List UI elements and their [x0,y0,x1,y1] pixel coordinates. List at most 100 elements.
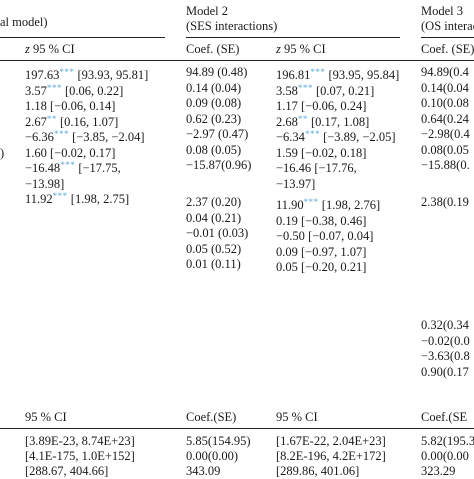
m1-row: 2.67** [0.16, 1.07] [25,112,118,130]
ci-value: [−0.02, 0.18] [301,145,367,160]
ci-value: [−0.06, 0.14] [50,99,116,113]
m3-coef-cell: 0.64(0.24 [421,111,469,126]
z-value: 11.90 [276,198,304,212]
ci-value: [1.98, 2.76] [321,198,381,212]
z-value: −6.34 [276,130,305,144]
m2-coef-cell: −15.87(0.96) [186,158,252,172]
significance-stars: *** [297,82,313,93]
z-value: 197.63 [25,68,60,82]
bottom-m2-ci-1: [1.67E-22, 2.04E+23] [276,434,386,448]
model2-title: Model 2 [186,4,229,18]
m2-z-row: −6.34*** [−3.89, −2.05] [276,127,396,145]
m3-coef-cell: 0.10(0.08 [421,96,469,110]
ci-value: [−0.02, 0.17] [50,145,116,160]
bottom-coef-label-m3: Coef.(SE [421,410,468,424]
ci-value: [−3.89, −2.05] [323,130,396,144]
model2-subtitle: (SES interactions) [186,19,278,33]
ci-value: [−0.97, 1.07] [301,244,367,259]
model3-subtitle: (OS interac [421,19,474,33]
significance-stars: *** [310,67,326,77]
m2-z-row: −0.50 [−0.07, 0.04] [276,226,373,244]
ci-value: [−0.38, 0.46] [301,213,367,228]
significance-stars: ** [46,113,57,124]
ci-value: −13.97] [276,176,316,191]
z-value: 196.81 [276,68,311,82]
m1-row: 3.57*** [0.06, 0.22] [25,81,123,99]
z-value: 2.67 [25,114,47,129]
m2-z-row: 1.17 [−0.06, 0.24] [276,96,366,114]
col-header-coef-m2: Coef. (SE) [186,42,240,56]
header-rule-model2 [186,37,400,38]
m3-coef-cell: −2.98(0.4 [421,127,470,141]
z-value: 11.92 [25,192,53,206]
bottom-m2-coef-2: 0.00(0.00) [186,449,239,463]
m3-coef-cell: −15.88(0. [421,158,470,172]
m2-z-row: 11.90*** [1.98, 2.76] [276,195,380,213]
m3-coef-cell: 2.38(0.19 [421,195,469,209]
m3-coef-cell: 0.90(0.17 [421,364,469,379]
ci-value: [0.06, 0.22] [65,83,124,98]
bottom-m1-ci-1: [3.89E-23, 8.74E+23] [25,434,135,448]
ci-value: [−0.07, 0.04] [308,229,374,243]
m2-z-row: 0.05 [−0.20, 0.21] [276,257,366,275]
m2-z-row: −13.97] [276,174,315,192]
z-value: 2.68 [276,114,298,129]
bottom-m2-ci-2: [8.2E-196, 4.2E+172] [276,449,386,463]
m3-coef-cell: 0.08(0.05 [421,142,469,157]
bottom-m2-ci-3: [289.86, 401.06] [276,464,360,478]
z-value: 3.58 [276,83,298,98]
m2-coef-cell: −0.01 (0.03) [186,226,249,240]
m2-coef-cell: 0.14 (0.04) [186,80,242,95]
significance-stars: *** [46,82,62,93]
left-fragment: ) [0,146,5,160]
ci-value: [1.98, 2.75] [70,192,130,206]
m1-row: 1.60 [−0.02, 0.17] [25,143,115,161]
z-value: −6.36 [25,130,54,144]
m2-coef-cell: 0.08 (0.05) [186,142,242,157]
bottom-ci-label-m2: 95 % CI [276,410,318,424]
significance-stars: *** [303,197,319,207]
ci-value: [−0.06, 0.24] [301,99,367,113]
model3-title: Model 3 [421,4,464,18]
col-header-coef-m3: Coef. (SE) [421,42,474,56]
m2-coef-cell: 0.09 (0.08) [186,96,242,110]
z-value: 1.17 [276,99,298,113]
m2-coef-cell: 2.37 (0.20) [186,195,242,209]
ci-value: [0.17, 1.08] [311,114,370,129]
significance-stars: *** [53,129,69,139]
m1-row: −6.36*** [−3.85, −2.04] [25,127,145,145]
z-value: 0.19 [276,213,298,228]
z-value: 1.59 [276,145,298,160]
bottom-ci-label-m1: 95 % CI [25,410,67,424]
m2-z-row: 0.19 [−0.38, 0.46] [276,211,366,229]
bottom-m2-coef-1: 5.85(154.95) [186,434,251,448]
bottom-m3-coef-2: 0.00(0.00 [421,449,469,463]
m2-coef-cell: 94.89 (0.48) [186,65,248,79]
ci-value: [0.07, 0.21] [316,83,375,98]
bottom-m1-ci-2: [4.1E-175, 1.0E+152] [25,449,135,463]
bottom-coef-label-m2: Coef.(SE) [186,410,237,424]
z-value: −0.50 [276,229,305,243]
ci-value: −13.98] [25,176,65,191]
ci-value: [−17.75, [78,161,121,175]
column-header-rule [0,60,474,61]
m1-row: −13.98] [25,174,64,192]
significance-stars: ** [297,113,308,124]
m2-coef-cell: 0.05 (0.52) [186,241,242,256]
z-value: 0.09 [276,244,298,259]
m2-z-row: 0.09 [−0.97, 1.07] [276,242,366,260]
z-value: 3.57 [25,83,47,98]
z-value: 1.60 [25,145,47,160]
m2-coef-cell: −2.97 (0.47) [186,127,249,141]
header-rule-model3 [421,37,474,38]
m2-z-row: 2.68** [0.17, 1.08] [276,112,369,130]
m2-z-row: 3.58*** [0.07, 0.21] [276,81,374,99]
m1-row: 1.18 [−0.06, 0.14] [25,96,115,114]
col-header-z-m1: z 95 % CI [25,42,75,56]
m2-z-row: 196.81*** [93.95, 95.84] [276,65,399,83]
significance-stars: *** [59,67,75,77]
model1-title: al model) [0,15,48,29]
ci-value: [93.95, 95.84] [328,68,400,82]
m1-row: 197.63*** [93.93, 95.81] [25,65,148,83]
m1-row: −16.48*** [−17.75, [25,158,121,176]
